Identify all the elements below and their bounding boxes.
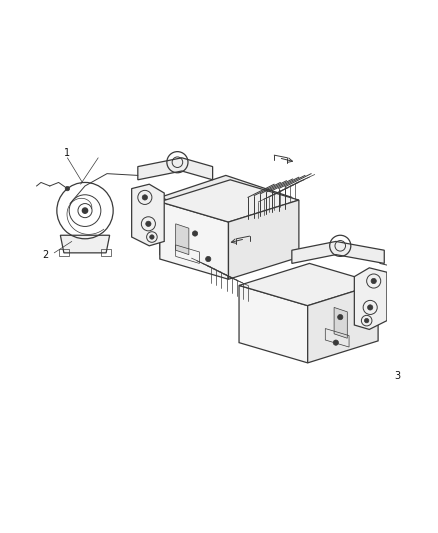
Polygon shape: [404, 341, 438, 359]
Text: 2: 2: [42, 249, 49, 260]
Polygon shape: [292, 241, 384, 263]
Polygon shape: [307, 284, 378, 363]
Circle shape: [82, 208, 88, 213]
Polygon shape: [60, 235, 110, 253]
Polygon shape: [160, 180, 299, 222]
Circle shape: [65, 187, 70, 191]
Circle shape: [146, 221, 151, 227]
Polygon shape: [138, 158, 212, 180]
Circle shape: [364, 318, 369, 323]
Polygon shape: [354, 268, 387, 329]
Circle shape: [333, 340, 339, 345]
Circle shape: [192, 231, 198, 236]
Polygon shape: [239, 286, 307, 363]
Circle shape: [205, 256, 211, 262]
Circle shape: [142, 195, 148, 200]
Polygon shape: [226, 197, 292, 277]
Text: 3: 3: [394, 371, 400, 381]
Circle shape: [371, 278, 376, 284]
Polygon shape: [239, 263, 378, 305]
Polygon shape: [334, 308, 347, 338]
Polygon shape: [132, 184, 164, 246]
Circle shape: [426, 313, 431, 319]
Circle shape: [338, 314, 343, 320]
Polygon shape: [229, 200, 299, 279]
Text: 1: 1: [64, 148, 71, 158]
Polygon shape: [160, 175, 292, 220]
Polygon shape: [176, 224, 189, 255]
Circle shape: [367, 305, 373, 310]
Polygon shape: [160, 197, 226, 277]
Circle shape: [150, 235, 154, 239]
Polygon shape: [160, 202, 229, 279]
